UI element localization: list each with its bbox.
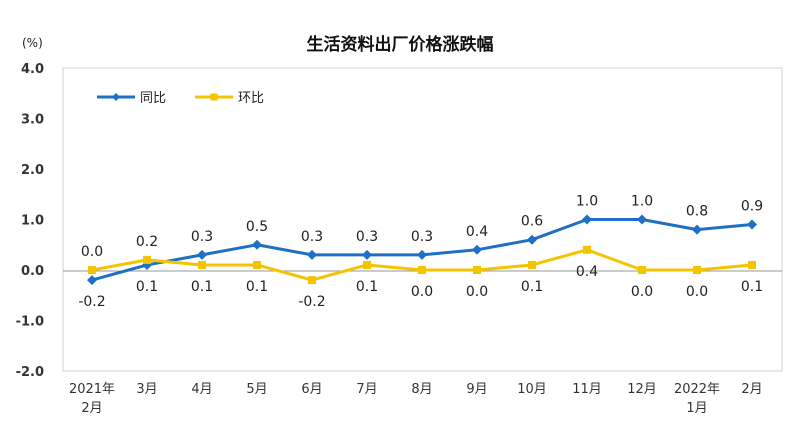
- y-axis: -2.0 -1.0 0.0 1.0 2.0 3.0 4.0: [16, 62, 44, 380]
- data-label: 0.1: [741, 279, 763, 295]
- data-point: [637, 214, 647, 225]
- data-label: 0.8: [686, 204, 708, 220]
- data-label: 0.3: [411, 229, 433, 245]
- data-label: 0.0: [466, 284, 488, 300]
- x-axis: 2021年 2月 3月 4月 5月 6月 7月 8月 9月 10月 11月 12月 2022年 1月 2月: [69, 382, 763, 416]
- data-point: [527, 234, 537, 245]
- x-tick-label: 11月: [572, 382, 602, 397]
- y-tick-label: 0.0: [21, 264, 44, 279]
- data-label: 0.9: [741, 199, 763, 215]
- data-label: 0.6: [521, 214, 543, 230]
- data-point: [582, 214, 592, 225]
- legend-item: 环比: [195, 91, 264, 106]
- x-tick-label: 3月: [136, 382, 157, 397]
- data-point: [418, 266, 426, 274]
- x-tick-label: 7月: [356, 382, 377, 397]
- data-point: [473, 266, 481, 274]
- data-label: 0.0: [81, 244, 103, 260]
- data-point: [88, 266, 96, 274]
- data-point: [362, 249, 372, 260]
- data-label: -0.2: [298, 294, 325, 310]
- data-label: 0.1: [191, 279, 213, 295]
- data-point: [307, 249, 317, 260]
- series-layer: -0.2 0.1 0.3 0.5 0.3 0.3 0.3 0.4 0.6 1.0 1.0 0.8 0.9…: [78, 194, 763, 311]
- x-tick-label: 10月: [517, 382, 547, 397]
- x-tick-label: 12月: [627, 382, 657, 397]
- data-label: -0.2: [78, 294, 105, 310]
- y-axis-unit: (%): [22, 36, 43, 50]
- data-point: [363, 260, 371, 269]
- data-point: [143, 255, 151, 264]
- data-label: 1.0: [631, 194, 653, 210]
- data-label: 0.5: [246, 219, 268, 235]
- plot-area: [62, 67, 783, 372]
- data-point: [747, 219, 757, 230]
- data-point: [693, 266, 701, 274]
- y-tick-label: 1.0: [21, 214, 44, 229]
- data-label: 0.1: [136, 279, 158, 295]
- data-label: 0.2: [136, 234, 158, 250]
- data-point: [198, 260, 206, 269]
- data-label: 0.4: [466, 224, 488, 240]
- legend-label: 环比: [238, 91, 264, 106]
- data-point: [197, 249, 207, 260]
- data-point: [583, 245, 591, 254]
- data-point: [528, 260, 536, 269]
- data-label: 0.4: [576, 264, 598, 280]
- x-tick-label: 4月: [191, 382, 212, 397]
- data-point: [253, 260, 261, 269]
- data-label: 0.3: [301, 229, 323, 245]
- data-point: [692, 224, 702, 235]
- x-tick-label: 2021年 2月: [69, 382, 115, 416]
- series-mom: 0.0 0.2 0.1 0.1 -0.2 0.1 0.0 0.0 0.1 0.4 0.0 0.0 0.1: [81, 234, 763, 310]
- x-tick-label: 6月: [301, 382, 322, 397]
- legend-item: 同比: [97, 91, 166, 106]
- chart-title: 生活资料出厂价格涨跌幅: [307, 34, 494, 55]
- data-label: 0.3: [356, 229, 378, 245]
- data-point: [748, 260, 756, 269]
- x-tick-label: 2022年 1月: [674, 382, 720, 416]
- data-label: 0.0: [686, 284, 708, 300]
- data-label: 0.1: [521, 279, 543, 295]
- data-label: 0.1: [246, 279, 268, 295]
- data-label: 0.3: [191, 229, 213, 245]
- data-label: 0.0: [411, 284, 433, 300]
- x-tick-label: 5月: [246, 382, 267, 397]
- data-label: 1.0: [576, 194, 598, 210]
- x-tick-label: 9月: [466, 382, 487, 397]
- legend-marker: [112, 93, 120, 101]
- data-point: [472, 244, 482, 255]
- y-tick-label: -1.0: [16, 315, 44, 330]
- y-tick-label: 4.0: [21, 62, 44, 77]
- y-tick-label: 3.0: [21, 113, 44, 128]
- legend-label: 同比: [140, 91, 166, 106]
- data-point: [252, 239, 262, 250]
- data-label: 0.1: [356, 279, 378, 295]
- y-tick-label: -2.0: [16, 365, 44, 380]
- legend-marker: [210, 93, 218, 101]
- legend: 同比 环比: [97, 91, 264, 106]
- data-point: [308, 276, 316, 285]
- series-yoy: -0.2 0.1 0.3 0.5 0.3 0.3 0.3 0.4 0.6 1.0 1.0 0.8 0.9: [78, 194, 763, 311]
- data-point: [638, 266, 646, 274]
- x-tick-label: 2月: [741, 382, 762, 397]
- data-point: [417, 249, 427, 260]
- x-tick-label: 8月: [411, 382, 432, 397]
- y-tick-label: 2.0: [21, 163, 44, 178]
- data-point: [87, 275, 97, 286]
- data-label: 0.0: [631, 284, 653, 300]
